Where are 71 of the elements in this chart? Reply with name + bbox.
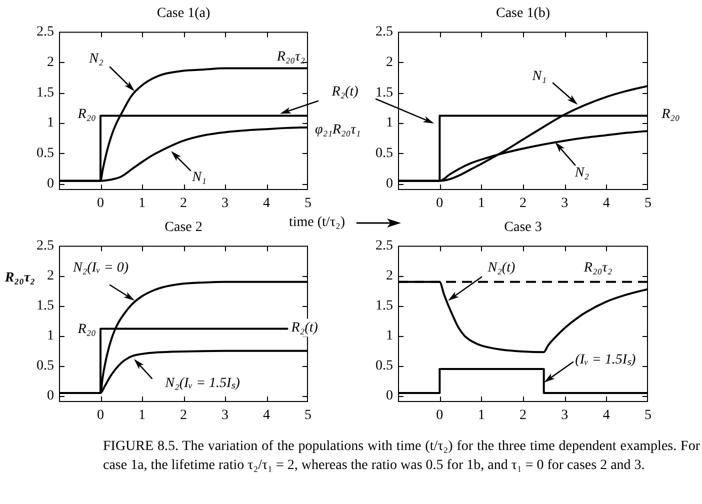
x-axis-title: time (t/τ₂)	[289, 214, 345, 232]
y-tick-label: 0.5	[36, 146, 54, 162]
y-tick-label: 1	[386, 116, 393, 131]
x-tick-label: 5	[644, 196, 652, 212]
text: N₁	[531, 69, 547, 84]
x-tick-label: 5	[644, 408, 652, 424]
x-tick-label: 0	[436, 408, 444, 424]
chart-title: Case 3	[504, 220, 542, 236]
y-tick-label: 2	[386, 268, 393, 284]
text: R₂(t)	[330, 84, 359, 100]
y-tick-label: 1.5	[376, 298, 393, 314]
text: N₂	[88, 51, 104, 66]
x-tick-label: 0	[436, 196, 444, 212]
x-tick-label: 1	[138, 408, 146, 424]
y-tick-label: 0.5	[36, 358, 54, 374]
y-tick-label: 0	[47, 388, 54, 404]
y-tick-label: 1.5	[36, 85, 54, 100]
y-tick-label: 1	[386, 328, 393, 344]
y-tick-label: 0.5	[376, 358, 393, 374]
x-tick-label: 0	[97, 408, 104, 424]
y-tick-label: 2.5	[36, 238, 54, 254]
chart-title: Case 2	[164, 220, 202, 236]
x-tick-label: 2	[180, 408, 187, 424]
y-tick-label: 1	[47, 328, 54, 344]
y-tick-label: 2.5	[376, 24, 393, 40]
x-tick-label: 1	[138, 196, 146, 212]
y-tick-label: 0	[47, 176, 54, 192]
x-tick-label: 3	[561, 196, 568, 212]
y-axis-title: R₂₀τ₂	[4, 270, 36, 286]
series-label: N₂(Iᵥ = 0)	[72, 260, 129, 276]
x-tick-label: 4	[602, 408, 610, 424]
x-tick-label: 2	[520, 408, 526, 424]
annotation: R₂₀	[76, 107, 96, 122]
x-tick-label: 2	[180, 196, 187, 212]
y-tick-label: 2	[386, 54, 393, 70]
x-tick-label: 3	[561, 408, 568, 424]
legend-label: N₂	[574, 165, 590, 180]
ref-line-label: R₂₀τ₂	[582, 260, 612, 276]
y-tick-label: 0	[386, 388, 393, 404]
y-tick-label: 1	[47, 116, 54, 131]
x-tick-label: 4	[263, 196, 270, 212]
x-tick-label: 1	[478, 408, 485, 424]
y-tick-label: 0	[386, 176, 393, 192]
y-tick-label: 2	[47, 268, 54, 284]
chart-title: Case 1(b)	[496, 6, 550, 22]
text: R₂₀	[660, 107, 680, 122]
series-label: R₂(t)	[290, 320, 318, 336]
x-tick-label: 0	[97, 196, 104, 212]
x-tick-label: 5	[304, 196, 312, 212]
chart-title: Case 1(a)	[156, 6, 210, 22]
y-tick-label: 1.5	[36, 298, 54, 314]
caption: FIGURE 8.5. The variation of the populations with time (t/τ₂) for the three time dependent examples. For case 1a, the lifetime ratio τ₂/τ₁ = 2, whereas the ratio was 0.5 for 1b, and τ₁ = 0 for cases 2 and 3.	[103, 438, 700, 475]
x-tick-label: 2	[520, 196, 526, 212]
x-tick-label: 4	[263, 408, 270, 424]
x-tick-label: 4	[602, 196, 610, 212]
y-tick-label: 1.5	[376, 85, 393, 100]
y-tick-label: 0.5	[376, 146, 393, 162]
text: φ₂₁R₂₀τ₁	[315, 122, 361, 138]
legend-label: N₁	[191, 170, 206, 185]
x-tick-label: 3	[222, 408, 228, 424]
annotation: R₂₀	[76, 322, 96, 338]
x-tick-label: 1	[478, 196, 485, 212]
y-tick-label: 2.5	[376, 238, 393, 254]
series-label: N₂(Iᵥ = 1.5Iₛ)	[164, 376, 240, 391]
x-tick-label: 3	[222, 196, 228, 212]
annotation: R₂₀τ₂	[276, 50, 306, 65]
x-tick-label: 5	[304, 408, 312, 424]
y-tick-label: 2.5	[36, 24, 54, 40]
text: N₂(t)	[486, 260, 516, 276]
y-tick-label: 2	[47, 54, 54, 70]
legend-label: (Iᵥ = 1.5Iₛ)	[575, 352, 636, 368]
